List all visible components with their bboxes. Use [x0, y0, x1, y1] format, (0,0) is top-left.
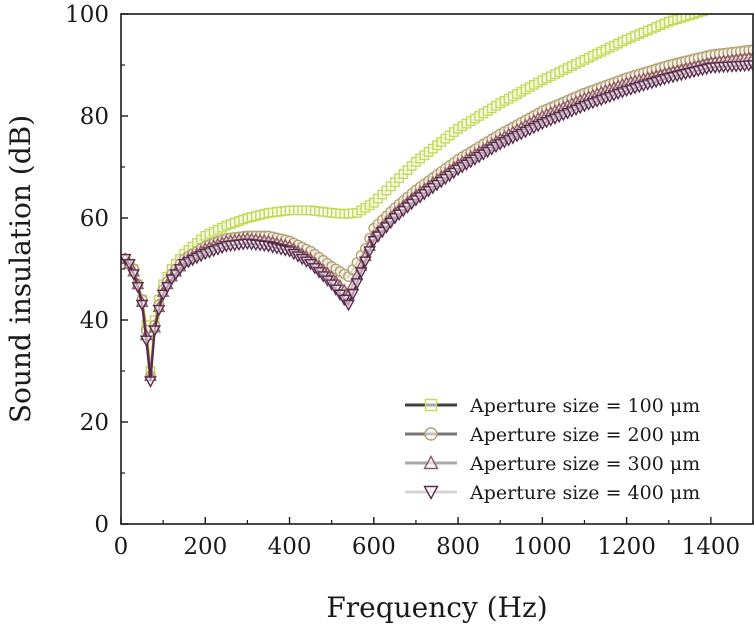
series-markers	[121, 0, 754, 376]
data-point-marker	[719, 2, 727, 10]
data-point-marker	[148, 325, 162, 337]
legend: Aperture size = 100 μm Aperture size = 20…	[405, 395, 700, 504]
series-2	[121, 44, 753, 382]
x-tick-label: 800	[436, 534, 480, 560]
x-tick-label: 200	[183, 534, 227, 560]
y-tick-label: 20	[80, 410, 109, 436]
data-point-marker	[127, 269, 141, 281]
x-axis-label: Frequency (Hz)	[326, 591, 547, 624]
data-point-marker	[354, 267, 368, 279]
legend-item-2: Aperture size = 200 μm	[405, 424, 700, 446]
data-point-marker	[358, 256, 372, 268]
legend-label: Aperture size = 200 μm	[469, 424, 700, 446]
data-point-marker	[715, 3, 723, 11]
legend-item-4: Aperture size = 400 μm	[405, 482, 700, 504]
data-point-marker	[746, 60, 753, 72]
y-tick-label: 80	[80, 104, 109, 130]
y-tick-label: 60	[80, 206, 109, 232]
legend-item-1: Aperture size = 100 μm	[405, 395, 700, 417]
y-tick-label: 0	[94, 512, 109, 538]
data-point-marker	[139, 335, 153, 348]
data-point-marker	[123, 259, 136, 271]
y-axis-label: Sound insulation (dB)	[4, 115, 37, 423]
data-point-marker	[156, 289, 170, 302]
data-point-marker	[736, 0, 744, 6]
legend-label: Aperture size = 100 μm	[469, 395, 700, 417]
data-point-marker	[424, 398, 438, 412]
data-point-marker	[423, 455, 439, 470]
series-markers	[121, 60, 753, 388]
series-1	[121, 0, 754, 376]
data-point-marker	[701, 14, 712, 16]
series-4	[121, 60, 753, 388]
tick-marks	[120, 13, 754, 525]
data-point-marker	[424, 427, 438, 441]
data-point-marker	[152, 304, 166, 317]
series-line	[124, 48, 753, 377]
x-tick-label: 400	[268, 534, 312, 560]
y-tick-label: 100	[65, 2, 109, 28]
legend-item-3: Aperture size = 300 μm	[405, 453, 700, 475]
x-tick-label: 600	[352, 534, 396, 560]
plot-frame	[120, 13, 754, 525]
data-point-marker	[160, 281, 174, 294]
data-point-marker	[728, 0, 736, 8]
data-point-marker	[135, 299, 149, 312]
data-point-marker	[342, 299, 355, 312]
series-line	[124, 56, 753, 377]
x-tick-label: 1000	[513, 534, 572, 560]
data-point-marker	[707, 5, 715, 13]
series-markers	[121, 44, 753, 382]
y-tick-label: 40	[80, 308, 109, 334]
series-markers	[121, 50, 753, 381]
data-point-marker	[363, 246, 376, 258]
tick-labels: 0 200 400 600 800 1000 1200 1400 0 20 40 60 80 100	[65, 2, 740, 560]
legend-label: Aperture size = 300 μm	[469, 453, 700, 475]
data-point-marker	[711, 4, 719, 12]
data-point-marker	[350, 278, 364, 290]
data-point-marker	[749, 0, 754, 3]
data-point-marker	[732, 0, 740, 7]
data-point-marker	[740, 0, 748, 5]
data-point-marker	[423, 485, 439, 500]
data-point-marker	[746, 50, 753, 63]
legend-label: Aperture size = 400 μm	[469, 482, 700, 504]
data-point-marker	[144, 376, 157, 388]
data-point-marker	[745, 0, 753, 4]
data-series	[121, 0, 754, 388]
x-tick-label: 1200	[597, 534, 656, 560]
x-tick-label: 1400	[682, 534, 741, 560]
x-tick-label: 0	[114, 534, 129, 560]
data-point-marker	[724, 1, 732, 9]
series-3	[121, 50, 753, 381]
data-point-marker	[131, 281, 145, 294]
data-point-marker	[346, 288, 360, 301]
